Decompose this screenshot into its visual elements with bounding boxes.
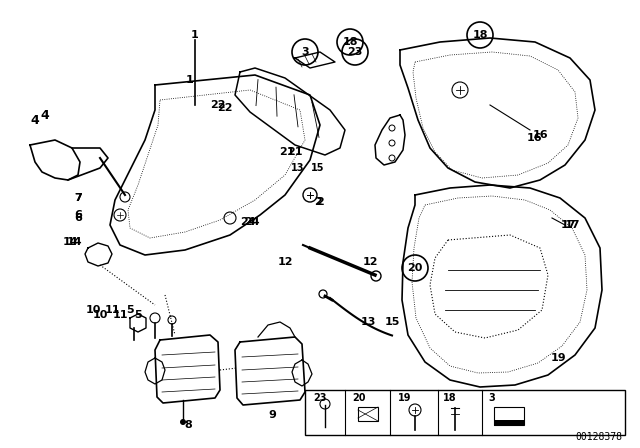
Text: 19: 19 — [550, 353, 566, 363]
Text: 5: 5 — [134, 310, 142, 320]
Text: 7: 7 — [74, 193, 82, 203]
Text: 19: 19 — [398, 393, 412, 403]
Text: 12: 12 — [277, 257, 292, 267]
Text: 23: 23 — [313, 393, 326, 403]
Text: 23: 23 — [348, 47, 363, 57]
Text: 9: 9 — [268, 410, 276, 420]
Text: 14: 14 — [67, 237, 83, 247]
Text: 17: 17 — [560, 220, 576, 230]
Text: 4: 4 — [31, 113, 40, 126]
Text: 4: 4 — [40, 108, 49, 121]
Text: 6: 6 — [74, 210, 82, 220]
Text: 8: 8 — [184, 420, 192, 430]
Text: 14: 14 — [62, 237, 78, 247]
Text: 13: 13 — [360, 317, 376, 327]
Bar — [494, 420, 524, 426]
Text: 17: 17 — [564, 220, 580, 230]
Text: 16: 16 — [532, 130, 548, 140]
Circle shape — [180, 419, 186, 425]
Text: 11: 11 — [104, 305, 120, 315]
Text: 18: 18 — [443, 393, 456, 403]
Text: 20: 20 — [407, 263, 422, 273]
Text: 18: 18 — [342, 37, 358, 47]
Text: 15: 15 — [384, 317, 400, 327]
Bar — [305, 390, 625, 435]
Text: 24: 24 — [240, 217, 256, 227]
Text: 21: 21 — [287, 147, 303, 157]
Text: 10: 10 — [85, 305, 100, 315]
Text: 13: 13 — [291, 163, 305, 173]
Text: 18: 18 — [472, 30, 488, 40]
Text: 1: 1 — [186, 75, 194, 85]
Text: 3: 3 — [301, 47, 309, 57]
Text: 21: 21 — [279, 147, 295, 157]
Text: 20: 20 — [352, 393, 365, 403]
Text: 22: 22 — [217, 103, 233, 113]
Text: 6: 6 — [74, 213, 82, 223]
Text: 1: 1 — [191, 30, 199, 40]
Text: 7: 7 — [74, 193, 82, 203]
Text: 2: 2 — [316, 197, 324, 207]
Text: 22: 22 — [211, 100, 226, 110]
Text: 5: 5 — [126, 305, 134, 315]
Text: 11: 11 — [112, 310, 128, 320]
Text: 2: 2 — [314, 197, 322, 207]
Text: 10: 10 — [92, 310, 108, 320]
Bar — [358, 407, 378, 421]
Bar — [494, 407, 524, 425]
Text: 00128378: 00128378 — [575, 432, 622, 442]
Text: 12: 12 — [362, 257, 378, 267]
Text: 24: 24 — [244, 217, 260, 227]
Text: 16: 16 — [527, 133, 543, 143]
Text: 15: 15 — [311, 163, 324, 173]
Text: 3: 3 — [488, 393, 495, 403]
